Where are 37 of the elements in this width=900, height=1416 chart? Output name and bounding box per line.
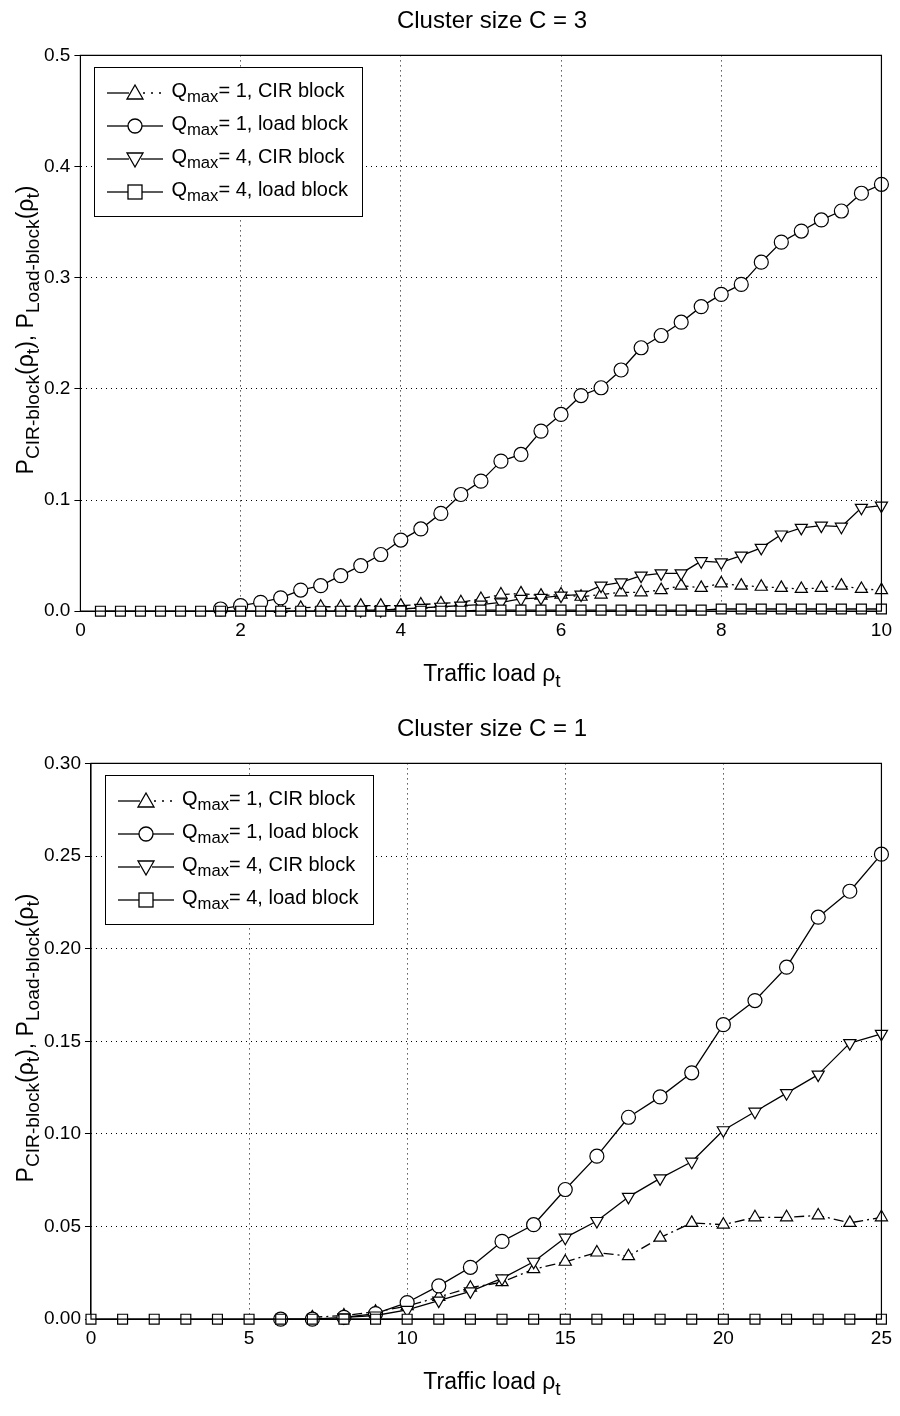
chart-title: Cluster size C = 3 (395, 6, 589, 34)
y-tick-label: 0.5 (43, 43, 71, 65)
y-tick-label: 0.15 (44, 1029, 81, 1051)
legend-label: Q$_{max}$= 4, CIR block (181, 852, 356, 881)
y-tick-label: 0.4 (43, 154, 71, 176)
x-axis-title: Traffic load ρ$_{t}$ (422, 660, 562, 692)
x-tick-label: 5 (243, 1326, 255, 1348)
y-tick-label: 0.10 (44, 1122, 81, 1144)
y-tick-label: 0.1 (43, 488, 71, 510)
x-tick-label: 8 (715, 618, 727, 640)
y-tick-label: 0.00 (44, 1307, 81, 1329)
y-tick-label: 0.0 (43, 599, 71, 621)
y-tick-label: 0.2 (43, 377, 71, 399)
legend-label: Q$_{max}$= 1, CIR block (171, 78, 345, 107)
x-tick-label: 15 (554, 1326, 576, 1348)
x-tick-label: 0 (75, 618, 86, 640)
legend-label: Q$_{max}$= 4, load block (181, 885, 359, 914)
chart-title: Cluster size C = 1 (395, 714, 589, 742)
y-tick-label: 0.25 (44, 844, 81, 866)
x-tick-label: 4 (395, 618, 407, 640)
x-tick-label: 2 (235, 618, 246, 640)
y-tick-label: 0.3 (43, 265, 71, 287)
legend-label: Q$_{max}$= 1, CIR block (181, 786, 356, 815)
x-tick-label: 10 (396, 1326, 418, 1348)
x-tick-label: 0 (85, 1326, 97, 1348)
legend-label: Q$_{max}$= 1, load block (181, 819, 359, 848)
y-tick-label: 0.05 (44, 1214, 81, 1236)
legend-label: Q$_{max}$= 4, load block (171, 177, 348, 206)
legend-label: Q$_{max}$= 4, CIR block (171, 144, 345, 173)
x-tick-label: 6 (555, 618, 567, 640)
x-axis-title: Traffic load ρ$_{t}$ (422, 1368, 562, 1400)
x-tick-label: 10 (870, 618, 892, 640)
x-tick-label: 20 (712, 1326, 734, 1348)
legend-label: Q$_{max}$= 1, load block (171, 111, 348, 140)
y-tick-label: 0.20 (44, 936, 81, 958)
y-tick-label: 0.30 (44, 751, 81, 773)
x-tick-label: 25 (870, 1326, 892, 1348)
